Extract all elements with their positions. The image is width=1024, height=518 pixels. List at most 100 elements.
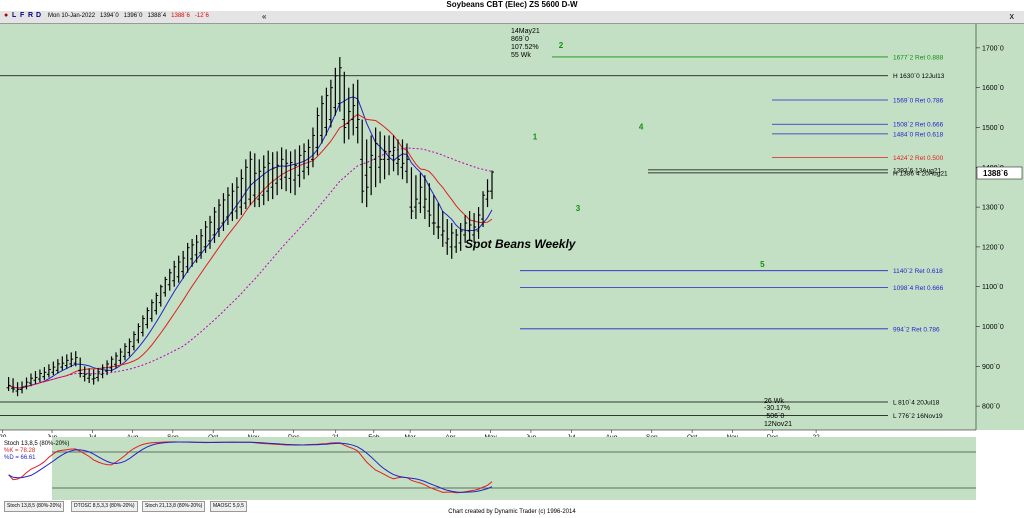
- price-bar: [378, 131, 383, 184]
- price-bar: [252, 153, 257, 208]
- x-tick-label: Sep: [167, 434, 179, 441]
- price-bar: [266, 150, 271, 202]
- price-bar: [96, 367, 101, 382]
- price-axis-bg: [976, 24, 1024, 430]
- price-bar: [28, 373, 33, 387]
- x-tick-label: Mar: [404, 434, 416, 441]
- swing-label: 1: [533, 132, 538, 141]
- indicator-tab-3[interactable]: Stoch 21,13,8 (80%-20%): [142, 501, 206, 512]
- close-icon[interactable]: x: [1009, 11, 1015, 21]
- level-label: 1424`2 Ret 0.500: [893, 155, 944, 162]
- price-bar: [55, 359, 60, 374]
- y-tick-label: 1300`0: [982, 205, 1004, 212]
- current-price-label: 1388`6: [983, 169, 1008, 178]
- y-tick-label: 1100`0: [982, 284, 1003, 291]
- x-tick-label: May: [485, 434, 498, 441]
- ma2-row: MA2 = 1279`4: [4, 33, 56, 41]
- price-bar: [33, 371, 38, 384]
- ma1-value: 1282`5: [21, 26, 41, 32]
- toolbar-f-button[interactable]: F: [20, 12, 25, 19]
- ma4-line: [8, 147, 493, 389]
- price-bar: [64, 354, 69, 369]
- price-bar: [37, 369, 42, 383]
- stoch-panel-bg: [52, 437, 976, 500]
- price-bar: [73, 351, 78, 367]
- price-bar: [60, 356, 65, 371]
- price-bar: [100, 364, 105, 379]
- price-bar: [158, 284, 163, 307]
- level-label: 1140`2 Ret 0.618: [893, 268, 943, 275]
- annotation-top-1: 14May21: [511, 28, 540, 35]
- quote-open: 1394`0: [100, 13, 119, 19]
- price-bar: [163, 276, 168, 297]
- toolbar-l-button[interactable]: L: [12, 12, 17, 19]
- price-bar: [431, 195, 436, 235]
- ma4-label: MA4 =: [4, 42, 22, 48]
- price-bar: [199, 228, 204, 259]
- ma2-value: 1279`4: [21, 34, 41, 40]
- x-tick-label: Nov: [248, 434, 260, 441]
- price-bar: [306, 139, 311, 176]
- price-bar: [212, 207, 217, 243]
- price-bar: [463, 215, 468, 243]
- quote-date: Mon 10-Jan-2022: [48, 13, 96, 19]
- level-label: 1098`4 Ret 0.666: [893, 285, 944, 292]
- price-bar: [337, 57, 342, 112]
- annotation-bottom-2: -30.17%: [764, 405, 790, 412]
- price-bar: [400, 139, 405, 180]
- x-tick-label: Oct: [687, 434, 697, 441]
- toolbar-b1[interactable]: ●: [4, 12, 9, 19]
- stoch-d-line: [8, 441, 493, 493]
- price-bar: [458, 223, 463, 251]
- price-bar: [24, 377, 29, 390]
- price-bar: [82, 366, 87, 382]
- level-label: 1393`6 13Aug21: [893, 167, 941, 174]
- price-bar: [46, 364, 51, 378]
- indicator-tab-2[interactable]: DTOSC 8,5,3,3 (80%-20%): [71, 501, 138, 512]
- y-tick-label: 900`0: [982, 364, 1000, 371]
- indicator-tab-1[interactable]: Stoch 13,8,5 (80%-20%): [4, 501, 65, 512]
- price-bar: [11, 378, 16, 393]
- toolbar-d-button[interactable]: D: [36, 12, 42, 19]
- price-bar: [51, 361, 56, 376]
- price-bar: [185, 242, 190, 273]
- current-price-box: [976, 166, 1023, 180]
- quote-line: Mon 10-Jan-2022 1394`0 1396`0 1388`4 138…: [48, 13, 209, 19]
- y-tick-label: 1000`0: [982, 324, 1004, 331]
- x-tick-label: Dec: [288, 434, 300, 441]
- x-tick-label: Dec: [767, 434, 779, 441]
- price-bar: [279, 147, 284, 190]
- price-bar: [445, 219, 450, 255]
- price-bar: [391, 135, 396, 172]
- chevron-icon[interactable]: «: [262, 12, 267, 21]
- toolbar-r-button[interactable]: R: [28, 12, 34, 19]
- price-bar: [230, 183, 235, 222]
- price-bar: [257, 159, 262, 208]
- x-tick-label: Nov: [727, 434, 739, 441]
- y-tick-label: 1500`0: [982, 125, 1004, 132]
- price-panel-bg: [0, 24, 976, 430]
- stoch-label: Stoch 13,8,5 (80%-20%): [4, 441, 69, 447]
- ma4-row: MA4 = 1373`6: [4, 41, 56, 49]
- price-bar: [422, 175, 427, 220]
- price-bar: [149, 299, 154, 322]
- price-bar: [234, 177, 239, 220]
- price-bar: [216, 199, 221, 237]
- price-bar: [472, 213, 477, 243]
- swing-label: 5: [760, 260, 765, 269]
- annotation-top-4: 55 Wk: [511, 52, 531, 59]
- level-label: 994`2 Ret 0.786: [893, 326, 940, 333]
- price-bar: [243, 159, 248, 210]
- level-label: 1677`2 Ret 0.888: [893, 54, 944, 61]
- price-bar: [288, 151, 293, 194]
- indicator-tab-4[interactable]: MAOSC 5,9,5: [210, 501, 247, 512]
- x-tick-label: Oct: [208, 434, 218, 441]
- price-bar: [351, 83, 356, 136]
- price-bar: [427, 183, 432, 227]
- stoch-k-value: %K = 78.28: [4, 448, 36, 454]
- swing-label: 3: [576, 204, 581, 213]
- price-bar: [261, 155, 266, 206]
- chart-credit: Chart created by Dynamic Trader (c) 1996…: [448, 509, 576, 515]
- price-bar: [91, 369, 96, 385]
